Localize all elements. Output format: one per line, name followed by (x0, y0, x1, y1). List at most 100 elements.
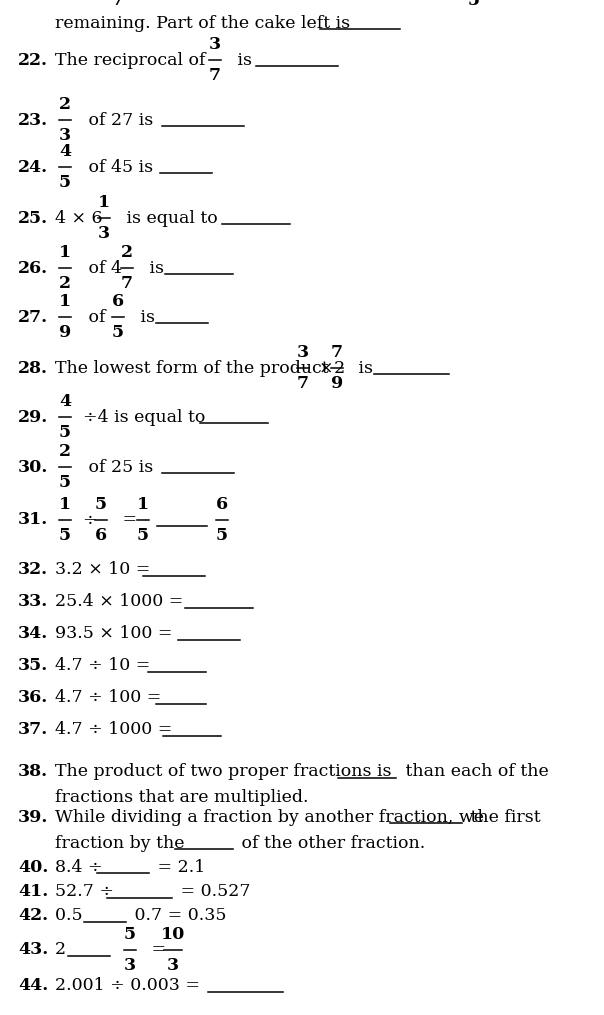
Text: 2: 2 (59, 443, 71, 460)
Text: remaining. Part of the cake left is: remaining. Part of the cake left is (55, 14, 356, 31)
Text: 3: 3 (98, 225, 110, 242)
Text: 33.: 33. (18, 594, 48, 610)
Text: 6: 6 (216, 496, 228, 513)
Text: 2.001 ÷ 0.003 =: 2.001 ÷ 0.003 = (55, 977, 205, 995)
Text: 2: 2 (59, 275, 71, 292)
Text: 24.: 24. (18, 158, 48, 176)
Text: 22.: 22. (18, 52, 48, 68)
Text: 4.7 ÷ 1000 =: 4.7 ÷ 1000 = (55, 722, 178, 739)
Text: of 45 is: of 45 is (83, 158, 159, 176)
Text: The product of two proper fractions is: The product of two proper fractions is (55, 763, 397, 781)
Text: 29.: 29. (18, 408, 48, 425)
Text: 5: 5 (124, 926, 136, 943)
Text: the first: the first (465, 809, 541, 825)
Text: 5: 5 (59, 174, 71, 191)
Text: 1: 1 (59, 496, 71, 513)
Text: 3: 3 (124, 957, 136, 974)
Text: 2: 2 (59, 96, 71, 113)
Text: = 2.1: = 2.1 (152, 859, 205, 876)
Text: ÷: ÷ (82, 512, 97, 529)
Text: 4: 4 (59, 143, 71, 160)
Text: 3: 3 (59, 127, 71, 144)
Text: 7: 7 (112, 0, 124, 9)
Text: 5: 5 (59, 474, 71, 491)
Text: 10: 10 (161, 926, 185, 943)
Text: is: is (135, 309, 161, 326)
Text: of: of (83, 309, 111, 326)
Text: 4 × 6: 4 × 6 (55, 209, 103, 226)
Text: is: is (353, 359, 379, 377)
Text: 32.: 32. (18, 561, 48, 579)
Text: fractions that are multiplied.: fractions that are multiplied. (55, 790, 309, 807)
Text: 5: 5 (95, 496, 107, 513)
Text: 27.: 27. (18, 309, 48, 326)
Text: 93.5 × 100 =: 93.5 × 100 = (55, 625, 178, 642)
Text: 5: 5 (137, 527, 149, 544)
Text: 38.: 38. (18, 763, 48, 781)
Text: 5: 5 (59, 527, 71, 544)
Text: of 27 is: of 27 is (83, 112, 159, 129)
Text: 37.: 37. (18, 722, 48, 739)
Text: The lowest form of the product 2: The lowest form of the product 2 (55, 359, 345, 377)
Text: 5: 5 (468, 0, 480, 9)
Text: 39.: 39. (18, 809, 48, 825)
Text: 26.: 26. (18, 260, 48, 276)
Text: 4.7 ÷ 10 =: 4.7 ÷ 10 = (55, 658, 156, 675)
Text: 44.: 44. (18, 977, 48, 995)
Text: 23.: 23. (18, 112, 48, 129)
Text: is equal to: is equal to (121, 209, 223, 226)
Text: 5: 5 (112, 324, 124, 341)
Text: While dividing a fraction by another fraction, we: While dividing a fraction by another fra… (55, 809, 489, 825)
Text: is: is (144, 260, 170, 276)
Text: 5: 5 (216, 527, 228, 544)
Text: 35.: 35. (18, 658, 48, 675)
Text: 6: 6 (95, 527, 107, 544)
Text: 42.: 42. (18, 907, 48, 925)
Text: 1: 1 (137, 496, 149, 513)
Text: 30.: 30. (18, 459, 48, 475)
Text: 7: 7 (209, 67, 221, 84)
Text: fraction by the: fraction by the (55, 834, 190, 852)
Text: 25.: 25. (18, 209, 48, 226)
Text: 4.7 ÷ 100 =: 4.7 ÷ 100 = (55, 689, 167, 706)
Text: than each of the: than each of the (400, 763, 549, 781)
Text: 3: 3 (297, 344, 309, 361)
Text: 3: 3 (209, 36, 221, 53)
Text: 28.: 28. (18, 359, 48, 377)
Text: 7: 7 (297, 375, 309, 392)
Text: 34.: 34. (18, 625, 48, 642)
Text: 9: 9 (59, 324, 71, 341)
Text: 2: 2 (121, 244, 133, 261)
Text: 7: 7 (331, 344, 343, 361)
Text: 1: 1 (59, 244, 71, 261)
Text: 7: 7 (121, 275, 133, 292)
Text: 0.5: 0.5 (55, 907, 88, 925)
Text: ÷4 is equal to: ÷4 is equal to (83, 408, 211, 425)
Text: 41.: 41. (18, 883, 48, 900)
Text: of the other fraction.: of the other fraction. (236, 834, 425, 852)
Text: of 25 is: of 25 is (83, 459, 159, 475)
Text: 25.4 × 1000 =: 25.4 × 1000 = (55, 594, 189, 610)
Text: 36.: 36. (18, 689, 48, 706)
Text: 5: 5 (59, 424, 71, 441)
Text: 31.: 31. (18, 512, 48, 529)
Text: ×: × (319, 359, 333, 377)
Text: is: is (232, 52, 257, 68)
Text: 8.4 ÷: 8.4 ÷ (55, 859, 108, 876)
Text: 4: 4 (59, 393, 71, 410)
Text: 43.: 43. (18, 942, 48, 958)
Text: 52.7 ÷: 52.7 ÷ (55, 883, 120, 900)
Text: 0.7 = 0.35: 0.7 = 0.35 (129, 907, 226, 925)
Text: =: = (117, 512, 143, 529)
Text: 3: 3 (167, 957, 179, 974)
Text: 1: 1 (98, 194, 110, 211)
Text: 40.: 40. (18, 859, 48, 876)
Text: = 0.527: = 0.527 (175, 883, 251, 900)
Text: 3.2 × 10 =: 3.2 × 10 = (55, 561, 156, 579)
Text: 1: 1 (59, 293, 71, 310)
Text: 6: 6 (112, 293, 124, 310)
Text: =: = (146, 942, 172, 958)
Text: 2: 2 (55, 942, 72, 958)
Text: of 4: of 4 (83, 260, 122, 276)
Text: 9: 9 (331, 375, 343, 392)
